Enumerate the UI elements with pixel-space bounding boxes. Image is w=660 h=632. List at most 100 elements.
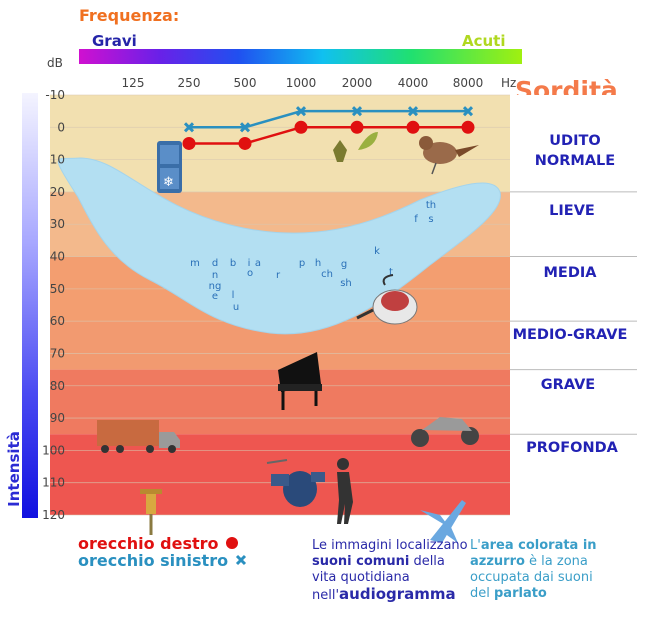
zone-label: UDITO [549,133,600,149]
x-tick-label: 8000 [453,76,484,90]
speech-sound-label: r [276,270,281,281]
zone-right-blank [510,434,660,515]
speech-sound-label: sh [340,278,352,289]
y-tick-label: -10 [45,88,65,102]
y-axis-ticks: -10 0 10 20 30 40 50 60 70 80 90 100 110 120 [42,88,65,522]
speech-sound-label: th [426,200,436,211]
low-frequency-label: Gravi [92,32,137,50]
legend-right-prefix: orecchio [78,534,161,553]
y-tick-label: 40 [50,250,65,264]
vacuum-cleaner-icon [356,274,418,325]
drum-kit-icon [266,459,325,507]
speech-sound-label: b [230,258,236,269]
left-ear-point [351,106,363,117]
x-axis-unit: Hz [501,76,516,90]
zone-label: GRAVE [541,377,595,393]
speech-sound-label: u [233,302,239,313]
note-images-bold-1: suoni comuni [312,554,410,569]
y-tick-label: 0 [57,120,65,134]
zone-label: MEDIO-GRAVE [513,327,628,343]
y-axis-unit: dB [47,56,63,70]
y-tick-label: 110 [42,476,65,490]
zone-label: MEDIA [544,265,598,281]
x-tick-label: 500 [234,76,257,90]
zone-right-blank [510,369,660,435]
zone-right-blank [510,321,660,370]
speech-sound-label: e [212,291,218,302]
blue-cross-marker-icon [235,554,246,566]
intensity-gradient-bar [22,93,38,518]
speech-sound-label: s [428,214,433,225]
piano-icon [278,352,322,410]
truck-icon [97,420,180,453]
x-tick-label: 1000 [286,76,317,90]
fridge-icon: ❄ [157,141,182,193]
x-axis-ticks: 125 250 500 1000 2000 4000 8000 [122,76,484,90]
note-speech-bold-1: area colorata in azzurro [470,538,597,569]
speech-sound-label: l [232,290,235,301]
zone-labels: UDITO NORMALE LIEVE MEDIA MEDIO-GRAVE GRAVE PR… [513,133,628,456]
speech-sound-label: f [414,214,418,225]
right-ear-point [350,120,364,134]
left-ear-point [183,122,195,133]
frequency-gradient-bar [79,49,522,64]
speech-sound-label: g [341,259,347,270]
left-ear-point [407,106,419,117]
zone-right-blank [510,191,660,257]
y-tick-label: 60 [50,314,65,328]
speech-sound-label: d [212,258,218,269]
rock-singer-icon [337,458,353,524]
speech-sound-label: ng [209,281,222,292]
speech-sound-label: m [190,258,200,269]
bird-icon [419,136,479,175]
y-tick-label: 10 [50,153,65,167]
jackhammer-icon [140,489,162,535]
left-ear-point [295,106,307,117]
speech-sound-label: i [248,258,251,269]
speech-sound-label: o [247,268,253,279]
x-tick-label: 250 [178,76,201,90]
motorcycle-icon [411,417,479,447]
y-tick-label: 90 [50,411,65,425]
note-images-bold-2: audiogramma [339,585,456,603]
speech-sound-label: p [299,258,305,269]
zone-right-blank [510,256,660,322]
series-line [189,126,468,145]
speech-sound-label: ch [321,269,333,280]
note-images-text-2: della vita quotidiana nell' [312,554,445,603]
legend-right-ear: orecchio destro [78,534,240,553]
speech-sound-label: n [212,270,218,281]
y-tick-label: 50 [50,282,65,296]
y-tick-label: 70 [50,346,65,360]
right-ear-point [461,120,475,134]
note-common-sounds: Le immagini localizzano suoni comuni del… [312,538,472,604]
zone-label: LIEVE [549,203,595,219]
speech-sound-label: h [315,258,321,269]
red-circle-marker-icon [226,537,239,549]
note-speech-text-2: è la zona occupata dai suoni del [470,554,593,601]
x-tick-label: 125 [122,76,145,90]
frequency-title: Frequenza: [79,6,180,25]
high-frequency-label: Acuti [462,32,506,50]
speech-sound-label: k [374,246,380,257]
speech-sound-label: a [255,258,261,269]
zone-label: PROFONDA [526,440,619,456]
left-ear-point [462,106,474,117]
speech-sound-label: t [389,267,393,278]
legend-right-word: destro [160,534,219,553]
right-ear-point [182,136,196,150]
note-speech-area: L'area colorata in azzurro è la zona occ… [470,538,610,602]
right-ear-point [294,120,308,134]
legend-left-prefix: orecchio [78,551,161,570]
left-ear-point [239,122,251,133]
series-lines [182,106,475,150]
y-tick-label: 30 [50,217,65,231]
speech-banana-area [57,157,501,335]
note-images-text-1: Le immagini localizzano [312,538,468,553]
zone-right-blank [510,95,660,192]
series-line [189,109,468,129]
y-tick-label: 80 [50,379,65,393]
svg-text:❄: ❄ [163,175,174,190]
